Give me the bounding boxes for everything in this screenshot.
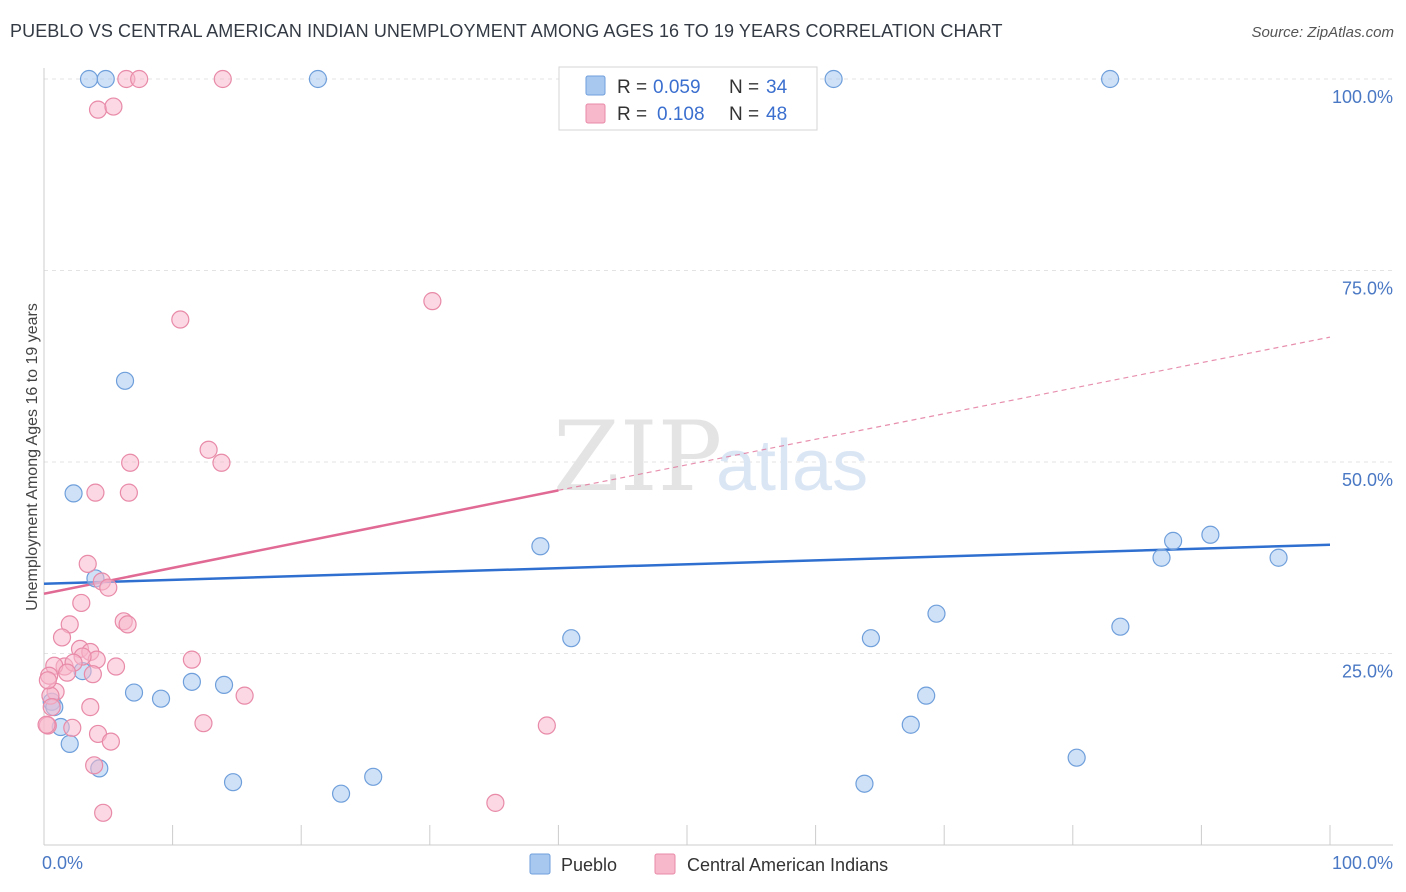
point-pueblo-29 — [1111, 617, 1130, 636]
point-pueblo-2 — [308, 69, 328, 89]
point-pueblo-27 — [927, 604, 946, 623]
point-central-american-indians-19 — [52, 628, 72, 647]
point-central-american-indians-10 — [119, 483, 138, 502]
legend-n-label-pueblo: N = — [729, 77, 759, 98]
point-central-american-indians-43 — [85, 756, 104, 775]
point-pueblo-19 — [331, 784, 351, 803]
point-pueblo-16 — [60, 734, 79, 753]
source-label: Source: ZipAtlas.com — [1251, 24, 1394, 41]
watermark-atlas: atlas — [716, 426, 868, 506]
point-central-american-indians-8 — [212, 453, 231, 472]
point-pueblo-12 — [214, 675, 234, 695]
point-pueblo-28 — [1067, 748, 1086, 767]
legend-swatch-central-american-indians — [585, 103, 606, 124]
x-tick-labels: 0.0% 100.0% — [42, 853, 1393, 873]
point-central-american-indians-17 — [118, 615, 137, 634]
grid-lines — [44, 78, 1395, 654]
point-pueblo-22 — [562, 629, 581, 648]
point-central-american-indians-9 — [121, 453, 140, 472]
legend-r-value-cai: 0.108 — [657, 104, 705, 125]
trend-line-pueblo — [43, 543, 1331, 586]
point-pueblo-9 — [124, 683, 144, 702]
point-central-american-indians-36 — [81, 698, 100, 717]
point-central-american-indians-6 — [423, 292, 442, 311]
point-central-american-indians-7 — [199, 440, 218, 459]
legend-top: R = 0.059 N = 34 R = 0.108 N = 48 — [558, 66, 818, 131]
y-axis-label: Unemployment Among Ages 16 to 19 years — [24, 303, 41, 611]
point-pueblo-30 — [1152, 548, 1171, 567]
point-pueblo-26 — [917, 686, 936, 705]
point-central-american-indians-40 — [63, 718, 82, 737]
point-central-american-indians-42 — [101, 732, 120, 751]
point-pueblo-1 — [96, 69, 115, 89]
point-pueblo-4 — [1100, 69, 1120, 89]
point-central-american-indians-2 — [213, 69, 232, 89]
legend-bottom: Pueblo Central American Indians — [529, 853, 888, 875]
point-central-american-indians-44 — [486, 793, 505, 812]
legend-r-label-pueblo: R = — [617, 77, 647, 98]
bottom-legend-label-cai: Central American Indians — [687, 855, 888, 875]
point-pueblo-5 — [115, 371, 135, 390]
point-pueblo-3 — [824, 69, 843, 89]
watermark: ZIP atlas — [553, 401, 868, 513]
point-central-american-indians-46 — [37, 715, 56, 734]
trend-line-central-american-indians — [43, 489, 559, 595]
point-central-american-indians-37 — [194, 714, 213, 733]
point-pueblo-20 — [364, 767, 383, 786]
y-tick-label-1: 50.0% — [1342, 470, 1393, 490]
data-points — [37, 69, 1288, 822]
point-pueblo-18 — [223, 773, 243, 792]
point-pueblo-32 — [1201, 525, 1220, 544]
legend-n-value-cai: 48 — [766, 104, 787, 125]
x-tick-label-1: 100.0% — [1332, 853, 1393, 873]
point-pueblo-31 — [1164, 531, 1183, 550]
point-pueblo-10 — [151, 689, 171, 708]
point-pueblo-6 — [64, 484, 83, 503]
point-central-american-indians-15 — [72, 593, 91, 613]
point-pueblo-24 — [861, 629, 880, 648]
point-pueblo-21 — [531, 537, 550, 556]
y-tick-label-3: 100.0% — [1332, 87, 1393, 107]
point-pueblo-33 — [1269, 548, 1288, 567]
x-tick-label-0: 0.0% — [42, 853, 83, 873]
point-central-american-indians-35 — [42, 698, 61, 717]
legend-n-value-pueblo: 34 — [766, 77, 788, 98]
point-central-american-indians-30 — [83, 665, 102, 684]
chart-title: PUEBLO VS CENTRAL AMERICAN INDIAN UNEMPL… — [10, 21, 1003, 41]
point-central-american-indians-14 — [99, 578, 118, 597]
trend-lines — [43, 336, 1331, 595]
legend-r-value-pueblo: 0.059 — [653, 77, 701, 98]
bottom-legend-label-pueblo: Pueblo — [561, 855, 617, 875]
axes — [43, 68, 1393, 846]
bottom-legend-swatch-pueblo — [529, 853, 551, 875]
point-central-american-indians-12 — [78, 554, 97, 573]
watermark-zip: ZIP — [553, 401, 722, 513]
point-central-american-indians-47 — [38, 671, 57, 690]
legend-n-label-cai: N = — [729, 104, 759, 125]
y-tick-label-0: 25.0% — [1342, 662, 1393, 682]
point-central-american-indians-1 — [130, 69, 149, 89]
point-pueblo-11 — [182, 672, 201, 691]
point-central-american-indians-3 — [88, 100, 108, 119]
point-central-american-indians-4 — [104, 97, 123, 116]
point-central-american-indians-11 — [86, 483, 105, 502]
point-pueblo-0 — [79, 69, 99, 89]
point-central-american-indians-34 — [235, 686, 254, 705]
y-tick-label-2: 75.0% — [1342, 279, 1393, 299]
point-pueblo-23 — [855, 774, 874, 793]
point-central-american-indians-27 — [58, 663, 77, 682]
y-tick-labels: 25.0% 50.0% 75.0% 100.0% — [1332, 87, 1393, 682]
point-central-american-indians-38 — [537, 716, 556, 735]
bottom-legend-swatch-cai — [654, 853, 676, 875]
point-central-american-indians-28 — [106, 657, 126, 676]
point-pueblo-25 — [901, 715, 920, 734]
point-central-american-indians-5 — [171, 310, 190, 329]
legend-swatch-pueblo — [585, 75, 606, 96]
point-central-american-indians-45 — [94, 803, 113, 822]
point-central-american-indians-29 — [182, 650, 201, 669]
legend-r-label-cai: R = — [617, 104, 647, 125]
